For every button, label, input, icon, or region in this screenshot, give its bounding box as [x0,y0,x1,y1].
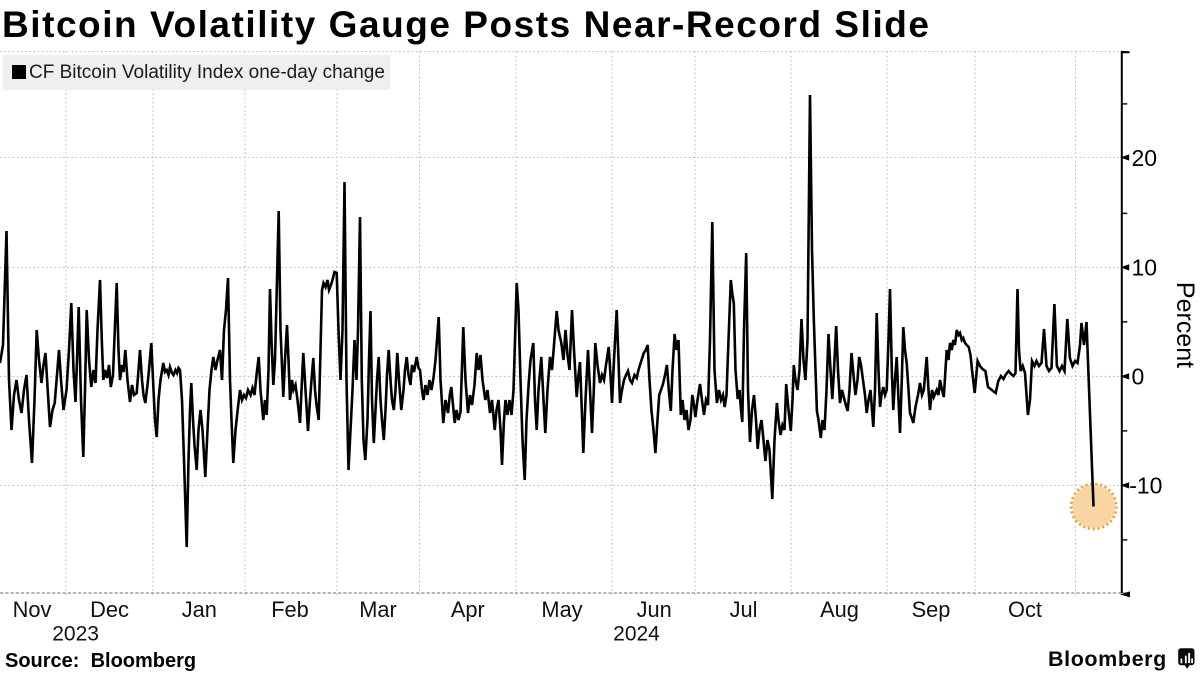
svg-text:Feb: Feb [271,597,309,622]
svg-text:20: 20 [1132,145,1158,171]
svg-text:2023: 2023 [52,623,99,646]
svg-text:Apr: Apr [451,597,485,622]
svg-text:-10: -10 [1129,473,1162,499]
svg-text:Sep: Sep [912,597,951,622]
svg-text:2024: 2024 [613,623,660,646]
svg-text:10: 10 [1132,255,1158,281]
svg-text:Dec: Dec [90,597,129,622]
svg-text:Jun: Jun [637,597,672,622]
svg-text:0: 0 [1132,364,1145,390]
svg-text:Oct: Oct [1008,597,1042,622]
svg-text:Aug: Aug [820,597,859,622]
svg-text:Mar: Mar [359,597,397,622]
svg-text:Jan: Jan [182,597,217,622]
svg-text:Percent: Percent [1171,282,1199,368]
svg-text:May: May [541,597,582,622]
svg-text:Nov: Nov [13,597,52,622]
svg-text:Jul: Jul [730,597,758,622]
